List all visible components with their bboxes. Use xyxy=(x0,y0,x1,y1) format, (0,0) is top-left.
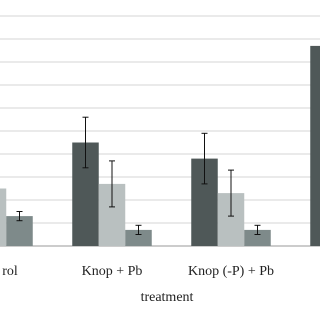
x-tick-label: Knop + Pb xyxy=(82,264,143,279)
x-tick-label: Knop (-P) + Pb xyxy=(188,264,274,279)
bar xyxy=(0,188,7,246)
error-bar xyxy=(16,211,23,222)
x-axis-label: treatment xyxy=(141,290,194,305)
error-bar xyxy=(135,224,142,235)
error-bar xyxy=(228,169,234,217)
error-bar xyxy=(109,160,115,208)
error-bar xyxy=(201,132,208,185)
bar xyxy=(125,229,152,246)
x-tick-label: rol xyxy=(2,264,18,279)
bar xyxy=(244,229,271,246)
error-bar xyxy=(254,224,261,235)
bar xyxy=(310,45,320,247)
error-bar xyxy=(82,116,89,169)
